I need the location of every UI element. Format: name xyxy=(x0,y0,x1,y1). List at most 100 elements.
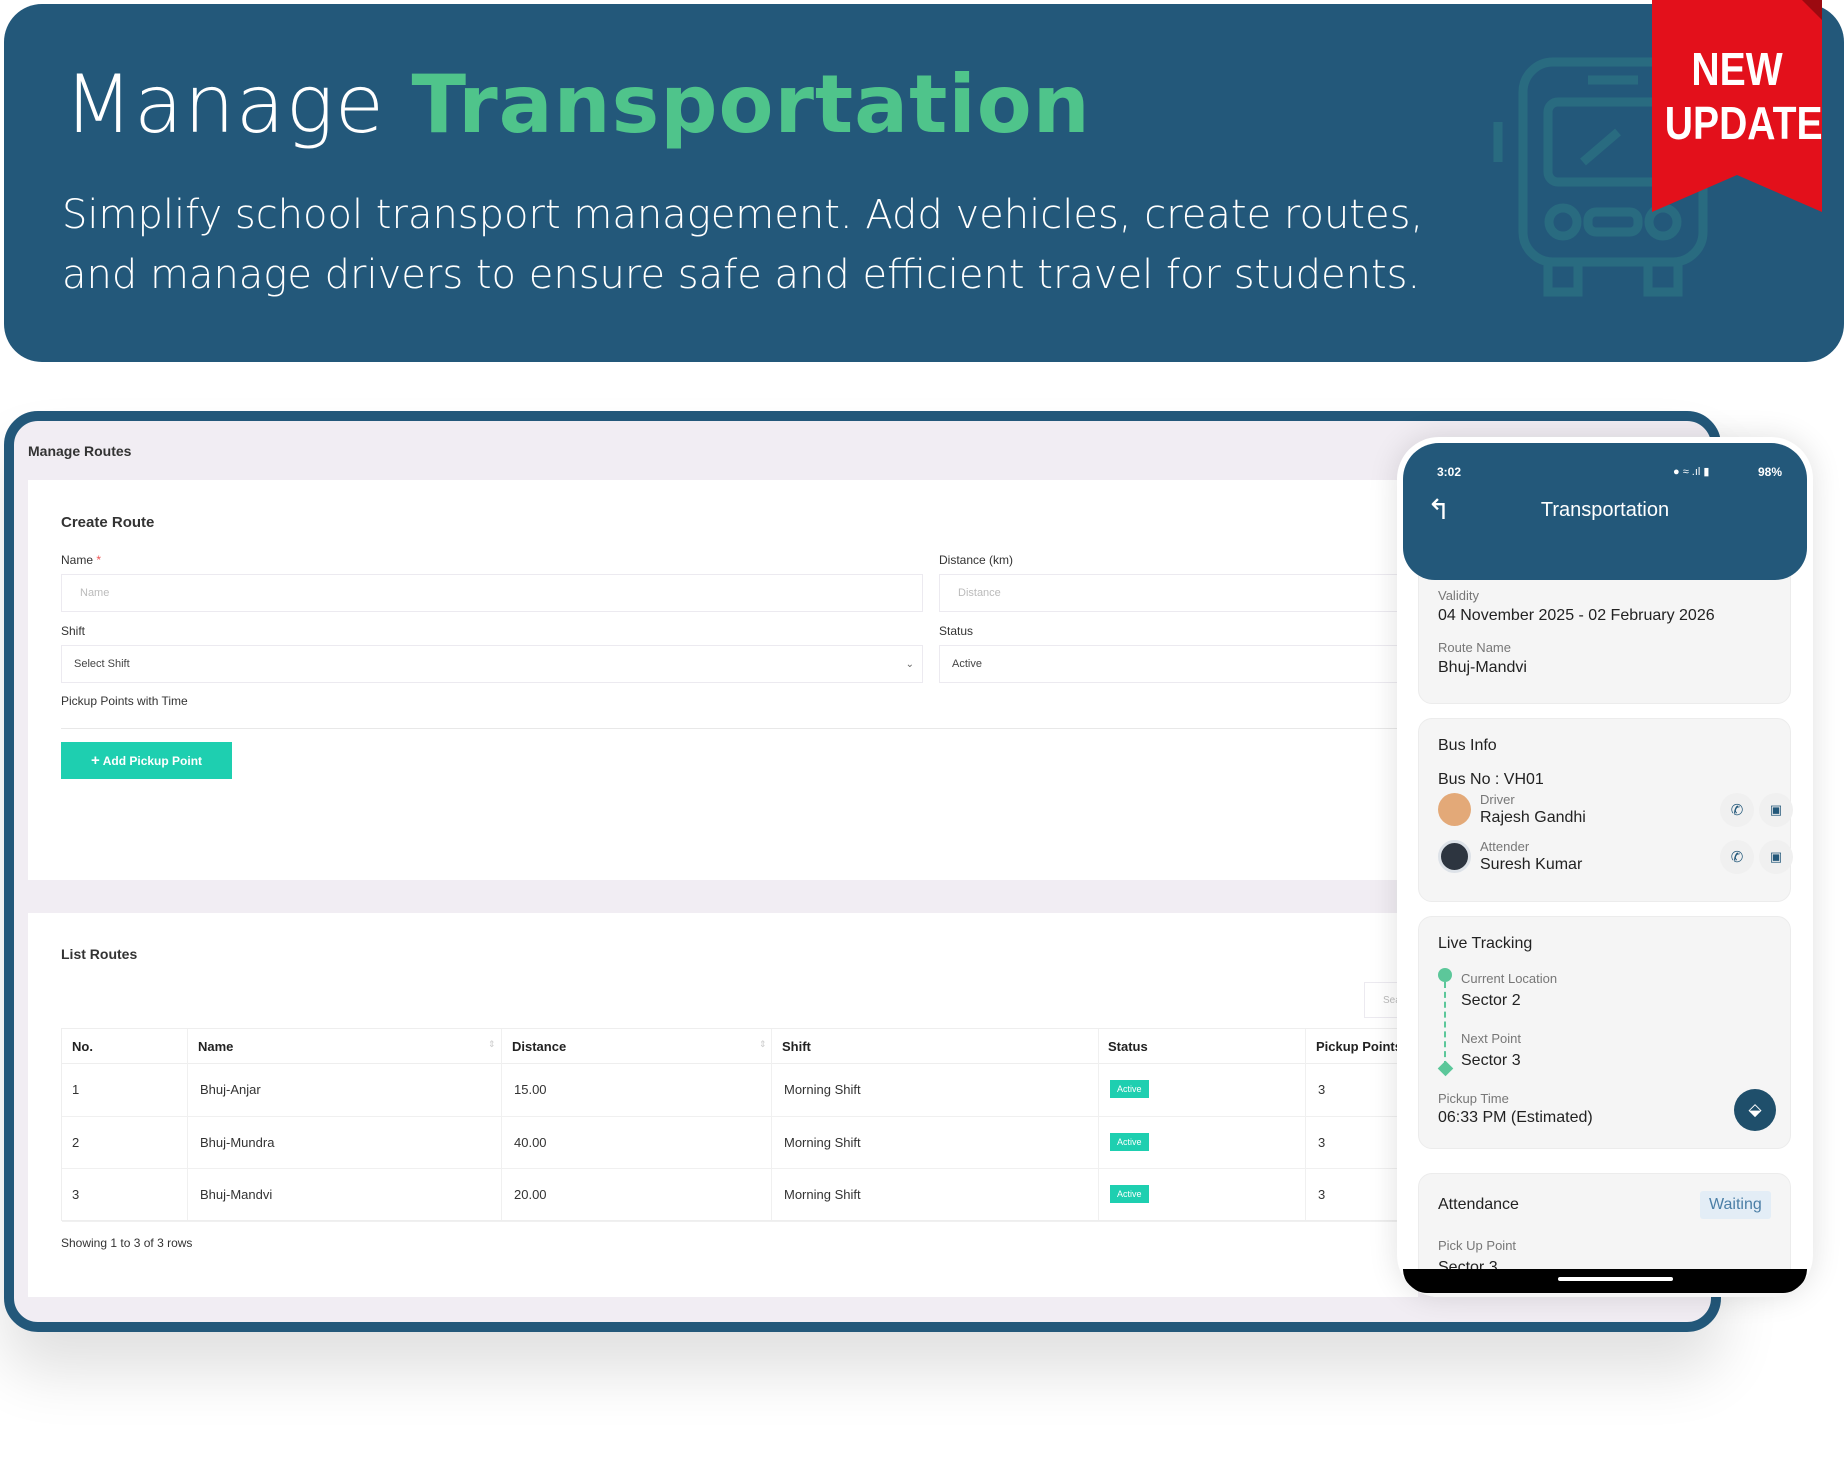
message-driver-button[interactable]: ▣ xyxy=(1759,793,1793,827)
battery-level: 98% xyxy=(1758,465,1783,479)
column-header-shift: Shift xyxy=(782,1039,811,1054)
back-arrow-icon[interactable]: ↰ xyxy=(1427,494,1451,525)
column-divider xyxy=(771,1029,772,1220)
validity-value: 04 November 2025 - 02 February 2026 xyxy=(1438,607,1715,624)
cell-no: 1 xyxy=(72,1082,80,1097)
cell-no: 2 xyxy=(72,1134,80,1150)
route-name-label: Route Name xyxy=(1438,640,1511,655)
pagination-info: Showing 1 to 3 of 3 rows xyxy=(61,1236,193,1250)
column-divider xyxy=(501,1029,502,1220)
cell-distance: 15.00 xyxy=(514,1082,547,1097)
pickup-time-label: Pickup Time xyxy=(1438,1091,1509,1106)
ribbon-line-2: UPDATE xyxy=(1664,97,1823,149)
column-header-distance[interactable]: Distance xyxy=(512,1039,567,1054)
title-highlight: Transportation xyxy=(411,58,1091,151)
signal-wifi-icons: ● ≈ .ıl ▮ xyxy=(1673,466,1710,478)
phone-header: 3:02 ● ≈ .ıl ▮ 98% ↰ Transportation xyxy=(1403,443,1807,580)
shift-select[interactable]: Select Shift ⌄ xyxy=(61,645,923,683)
table-header: No. Name ⇕ Distance ⇕ Shift Status Picku… xyxy=(62,1029,1410,1064)
attendance-status-badge: Waiting xyxy=(1700,1191,1771,1219)
live-tracking-card: Live Tracking Current Location Sector 2 … xyxy=(1418,916,1791,1149)
status-label: Status xyxy=(939,624,974,638)
call-attender-button[interactable]: ✆ xyxy=(1720,840,1754,874)
sort-icon[interactable]: ⇕ xyxy=(488,1039,496,1049)
bus-number: Bus No : VH01 xyxy=(1438,771,1544,788)
status-time: 3:02 xyxy=(1437,465,1462,479)
attender-avatar xyxy=(1438,840,1471,873)
name-label-text: Name xyxy=(61,553,94,567)
cell-pickup: 3 xyxy=(1318,1187,1326,1202)
current-location-dot xyxy=(1438,968,1452,982)
validity-label: Validity xyxy=(1438,588,1479,603)
column-header-name[interactable]: Name xyxy=(198,1039,234,1054)
hero-subtitle: Simplify school transport management. Ad… xyxy=(62,192,1424,298)
cell-shift: Morning Shift xyxy=(784,1187,861,1202)
cell-shift: Morning Shift xyxy=(784,1134,861,1150)
driver-avatar xyxy=(1438,793,1471,826)
next-point-marker xyxy=(1437,1060,1454,1077)
cell-distance: 20.00 xyxy=(514,1187,547,1202)
name-label: Name * xyxy=(61,553,101,567)
table-row: 2 Bhuj-Mundra 40.00 Morning Shift Active 3 xyxy=(62,1117,1410,1169)
sort-icon[interactable]: ⇕ xyxy=(759,1039,767,1049)
bus-info-card: Bus Info Bus No : VH01 Driver Rajesh Gan… xyxy=(1418,718,1793,902)
cell-name: Bhuj-Anjar xyxy=(200,1082,261,1097)
required-mark: * xyxy=(96,553,102,567)
route-line xyxy=(1444,982,1446,1067)
attendance-title: Attendance xyxy=(1438,1196,1519,1213)
pickup-time-value: 06:33 PM (Estimated) xyxy=(1438,1109,1593,1126)
column-header-status: Status xyxy=(1108,1039,1148,1054)
list-routes-title: List Routes xyxy=(61,946,138,962)
current-location-label: Current Location xyxy=(1461,971,1558,986)
add-pickup-point-button[interactable]: + Add Pickup Point xyxy=(61,742,232,779)
route-name-value: Bhuj-Mandvi xyxy=(1438,659,1527,676)
cell-status: Active xyxy=(1110,1080,1149,1098)
shift-label: Shift xyxy=(61,624,86,638)
phone-title: Transportation xyxy=(1540,499,1670,521)
table-row: 3 Bhuj-Mandvi 20.00 Morning Shift Active 3 xyxy=(62,1169,1410,1222)
attender-name: Suresh Kumar xyxy=(1480,856,1583,873)
ribbon-text: NEW UPDATE xyxy=(1664,42,1823,150)
column-divider xyxy=(1098,1029,1099,1220)
distance-label: Distance (km) xyxy=(939,553,1014,567)
column-header-pickup-points: Pickup Points xyxy=(1316,1039,1402,1054)
live-tracking-title: Live Tracking xyxy=(1438,935,1533,952)
column-divider xyxy=(187,1029,188,1220)
cell-status: Active xyxy=(1110,1132,1149,1151)
directions-icon: ⬙ xyxy=(1748,1100,1762,1119)
create-route-title: Create Route xyxy=(61,514,155,531)
hero-title: Manage Transportation xyxy=(64,58,1091,151)
home-indicator[interactable] xyxy=(1558,1277,1673,1281)
next-point-value: Sector 3 xyxy=(1461,1052,1521,1069)
divider xyxy=(61,728,1401,729)
cell-shift: Morning Shift xyxy=(784,1082,861,1097)
cell-no: 3 xyxy=(72,1187,80,1202)
name-input[interactable]: Name xyxy=(61,574,923,612)
chevron-down-icon: ⌄ xyxy=(905,658,914,670)
cell-distance: 40.00 xyxy=(514,1134,547,1150)
message-attender-button[interactable]: ▣ xyxy=(1759,840,1793,874)
bus-info-title: Bus Info xyxy=(1438,737,1497,754)
column-header-no[interactable]: No. xyxy=(72,1039,93,1054)
table-row: 1 Bhuj-Anjar 15.00 Morning Shift Active 3 xyxy=(62,1064,1410,1117)
cell-name: Bhuj-Mandvi xyxy=(200,1187,273,1202)
navigate-button[interactable]: ⬙ xyxy=(1734,1089,1776,1131)
page-title: Manage Routes xyxy=(28,443,132,459)
pickup-points-label: Pickup Points with Time xyxy=(61,694,188,708)
title-plain: Manage xyxy=(64,58,385,151)
phone-mockup: 3:02 ● ≈ .ıl ▮ 98% ↰ Transportation Vali… xyxy=(1397,437,1813,1297)
navigation-bar xyxy=(1403,1269,1807,1293)
attender-label: Attender xyxy=(1480,839,1530,854)
new-update-ribbon xyxy=(1652,0,1822,212)
cell-pickup: 3 xyxy=(1318,1082,1326,1097)
status-select[interactable]: Active xyxy=(939,645,1409,683)
routes-table: No. Name ⇕ Distance ⇕ Shift Status Picku… xyxy=(61,1028,1411,1222)
driver-name: Rajesh Gandhi xyxy=(1480,809,1586,826)
chat-icon: ▣ xyxy=(1769,849,1783,864)
driver-label: Driver xyxy=(1480,792,1515,807)
pickup-point-label: Pick Up Point xyxy=(1438,1238,1517,1253)
distance-input[interactable]: Distance xyxy=(939,574,1409,612)
call-driver-button[interactable]: ✆ xyxy=(1720,793,1754,827)
cell-name: Bhuj-Mundra xyxy=(200,1134,275,1150)
current-location-value: Sector 2 xyxy=(1461,992,1521,1009)
